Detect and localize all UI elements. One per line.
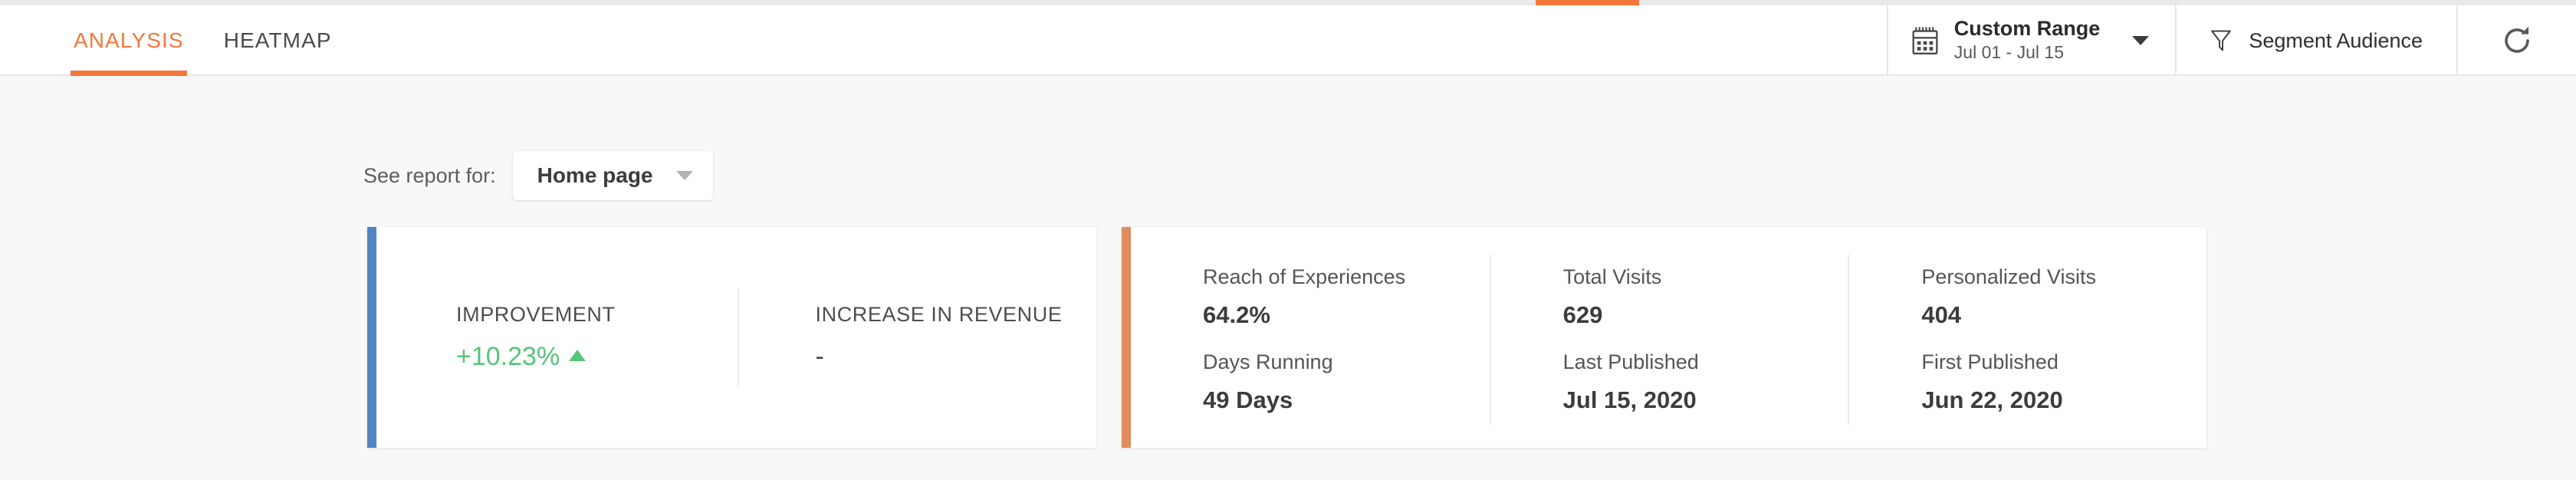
stat-total-visits-label: Total Visits xyxy=(1562,265,1662,288)
stat-reach-of-experiences: Reach of Experiences 64.2% xyxy=(1131,255,1490,340)
tab-bar: ANALYSIS HEATMAP xyxy=(0,5,352,76)
stat-days-running-value: 49 Days xyxy=(1203,386,1293,413)
refresh-icon xyxy=(2505,26,2529,53)
stat-reach-value: 64.2% xyxy=(1203,301,1270,328)
stat-personalized-visits-label: Personalized Visits xyxy=(1921,265,2096,288)
stats-grid: Reach of Experiences 64.2% Total Visits … xyxy=(1131,227,2206,448)
stats-card-accent-bar xyxy=(1122,227,1131,448)
stat-first-published-value: Jun 22, 2020 xyxy=(1921,386,2063,413)
metric-improvement-value-row: +10.23% xyxy=(456,342,738,372)
top-tab-strip xyxy=(0,0,2576,5)
chevron-down-icon xyxy=(2132,36,2150,45)
stat-total-visits: Total Visits 629 xyxy=(1489,255,1848,340)
date-range-subtitle: Jul 01 - Jul 15 xyxy=(1953,41,2064,62)
stat-first-published-label: First Published xyxy=(1921,350,2058,373)
stats-card: Reach of Experiences 64.2% Total Visits … xyxy=(1122,227,2206,448)
metric-improvement-value: +10.23% xyxy=(456,342,560,371)
tab-heatmap-label: HEATMAP xyxy=(223,28,332,52)
content-area: See report for: Home page IMPROVEMENT +1… xyxy=(0,77,2576,480)
metric-increase-in-revenue: INCREASE IN REVENUE - xyxy=(737,288,1097,386)
trend-up-icon xyxy=(569,349,586,361)
metrics-card: IMPROVEMENT +10.23% INCREASE IN REVENUE … xyxy=(367,227,1096,448)
segment-audience-label: Segment Audience xyxy=(2249,28,2423,52)
report-for-label: See report for: xyxy=(363,163,496,187)
segment-audience-button[interactable]: Segment Audience xyxy=(2175,5,2456,76)
metric-revenue-value-row: - xyxy=(816,342,1097,372)
date-range-selector[interactable]: Custom Range Jul 01 - Jul 15 xyxy=(1886,5,2176,76)
header-bar: ANALYSIS HEATMAP xyxy=(0,5,2576,76)
stat-personalized-visits-value: 404 xyxy=(1921,301,1962,328)
metrics-card-accent-bar xyxy=(367,227,376,448)
chevron-down-icon xyxy=(675,171,693,180)
calendar-icon xyxy=(1912,27,1938,54)
stat-first-published: First Published Jun 22, 2020 xyxy=(1848,340,2206,425)
page-select-dropdown[interactable]: Home page xyxy=(512,151,713,200)
stat-total-visits-value: 629 xyxy=(1562,301,1603,328)
date-range-text: Custom Range Jul 01 - Jul 15 xyxy=(1954,17,2101,64)
stat-last-published-value: Jul 15, 2020 xyxy=(1562,386,1697,413)
metric-improvement: IMPROVEMENT +10.23% xyxy=(376,303,738,372)
report-for-row: See report for: Home page xyxy=(363,151,713,200)
stat-personalized-visits: Personalized Visits 404 xyxy=(1848,255,2206,340)
funnel-icon xyxy=(2211,30,2232,51)
stat-reach-label: Reach of Experiences xyxy=(1203,265,1406,288)
date-range-title: Custom Range xyxy=(1953,17,2101,41)
tab-analysis[interactable]: ANALYSIS xyxy=(54,5,204,76)
metric-revenue-label: INCREASE IN REVENUE xyxy=(815,303,1063,326)
stat-days-running: Days Running 49 Days xyxy=(1131,340,1490,425)
metric-revenue-value: - xyxy=(815,342,824,371)
page-select-value: Home page xyxy=(537,163,653,187)
top-tab-active-indicator xyxy=(1536,0,1639,5)
refresh-button[interactable] xyxy=(2456,5,2576,76)
metric-improvement-label: IMPROVEMENT xyxy=(456,303,616,326)
metrics-card-body: IMPROVEMENT +10.23% INCREASE IN REVENUE … xyxy=(376,227,1096,448)
header-controls: Custom Range Jul 01 - Jul 15 Segment Aud… xyxy=(1886,5,2576,76)
stat-last-published-label: Last Published xyxy=(1562,350,1699,373)
stat-days-running-label: Days Running xyxy=(1203,350,1333,373)
tab-heatmap[interactable]: HEATMAP xyxy=(204,5,352,76)
stat-last-published: Last Published Jul 15, 2020 xyxy=(1489,340,1848,425)
tab-analysis-label: ANALYSIS xyxy=(74,28,184,52)
